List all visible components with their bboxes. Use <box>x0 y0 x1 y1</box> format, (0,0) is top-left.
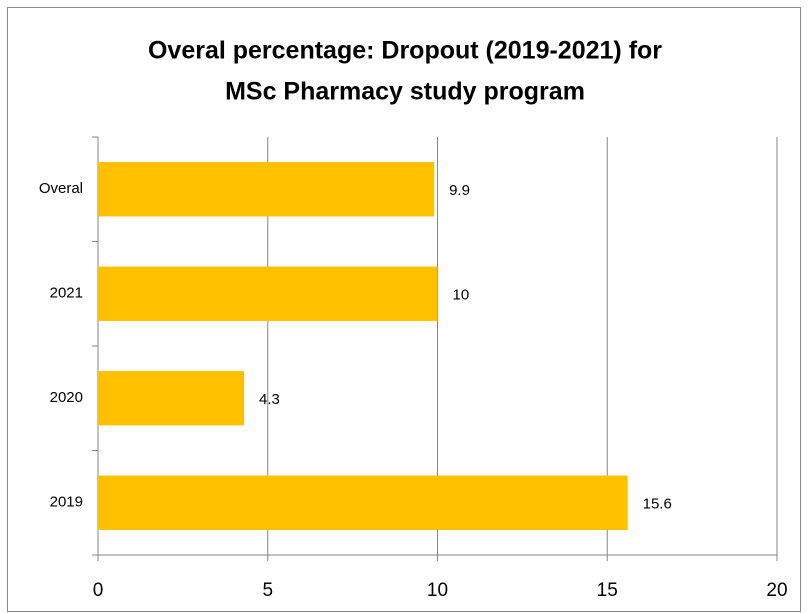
chart-title: MSc Pharmacy study program <box>225 78 585 106</box>
y-tick-label: 2019 <box>50 494 83 511</box>
chart-title: Overal percentage: Dropout (2019-2021) f… <box>148 37 662 65</box>
x-tick-label: 20 <box>766 580 787 601</box>
y-tick-label: Overal <box>39 180 83 197</box>
bar <box>98 371 244 426</box>
x-tick-label: 0 <box>93 580 104 601</box>
y-tick-label: 2021 <box>50 285 83 302</box>
x-tick-label: 5 <box>262 580 273 601</box>
y-tick-label: 2020 <box>50 389 83 406</box>
value-label: 9.9 <box>449 182 470 199</box>
x-tick-label: 10 <box>427 580 448 601</box>
value-label: 4.3 <box>259 391 280 408</box>
value-label: 15.6 <box>643 496 672 513</box>
x-tick-label: 15 <box>597 580 618 601</box>
bar <box>98 266 438 321</box>
bar <box>98 475 628 530</box>
value-label: 10 <box>453 287 470 304</box>
bar <box>98 162 435 217</box>
